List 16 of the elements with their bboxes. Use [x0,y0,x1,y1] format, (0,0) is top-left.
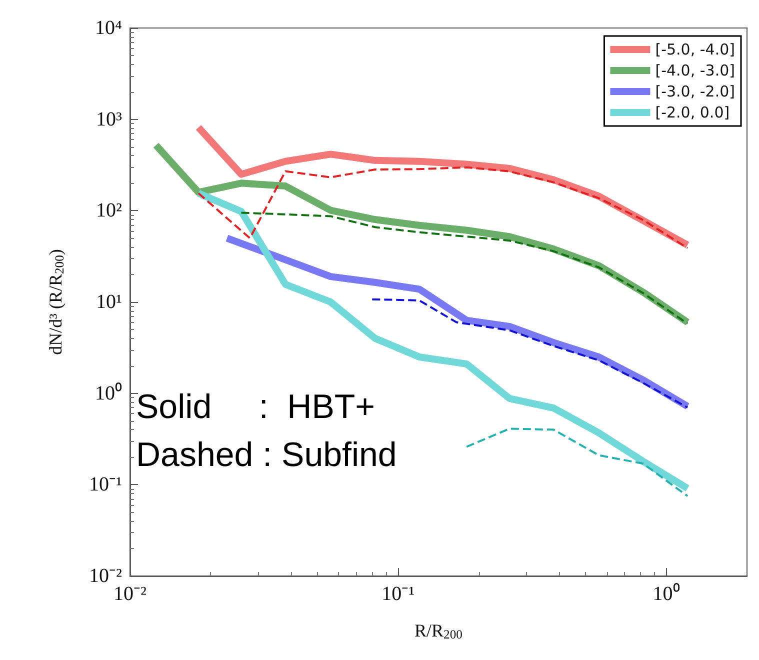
legend-label: [-2.0, 0.0] [655,104,730,122]
y-tick-label: 10⁴ [95,17,122,39]
y-axis-title: dN/d³ (R/R200) [45,249,66,355]
annotation: Dashed : Subfind [136,436,397,474]
y-tick-label: 10⁻¹ [89,474,122,496]
x-tick-label: 10⁰ [652,582,680,605]
legend-label: [-3.0, -2.0] [655,82,736,100]
y-tick-label: 10⁰ [95,381,122,404]
line-series [466,428,689,498]
y-tick-label: 10³ [96,108,122,130]
y-tick-label: 10² [96,200,122,222]
annotation: Solid : HBT+ [136,388,376,426]
y-tick-label: 10¹ [96,291,122,313]
legend-label: [-5.0, -4.0] [655,40,736,58]
x-tick-label: 10⁻¹ [382,583,415,605]
legend-label: [-4.0, -3.0] [655,62,736,80]
